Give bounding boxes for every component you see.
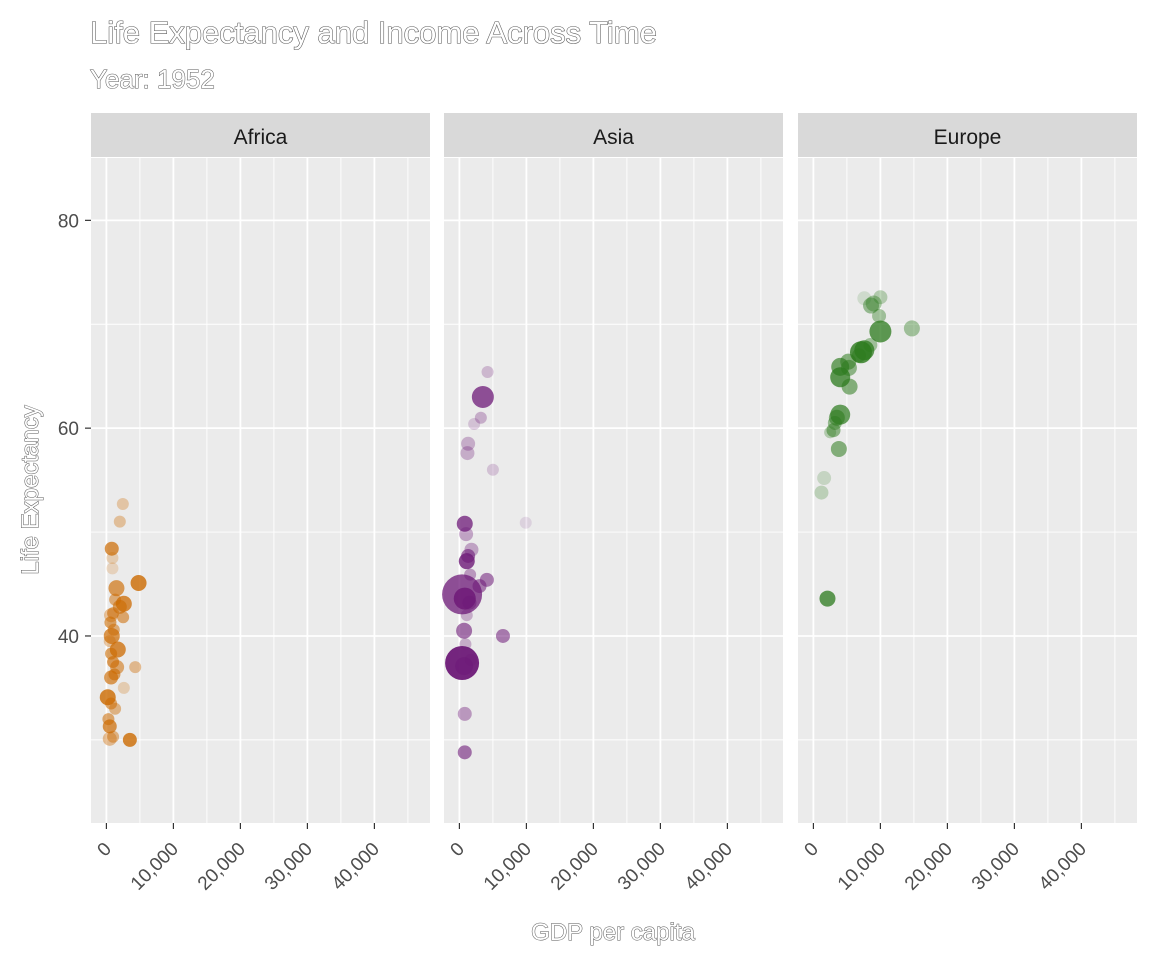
chart-title: Life Expectancy and Income Across Time bbox=[90, 15, 657, 50]
x-tick-label: 40,000 bbox=[1035, 839, 1091, 895]
x-tick-label: 0 bbox=[94, 839, 116, 861]
x-tick-label: 30,000 bbox=[261, 839, 317, 895]
data-point bbox=[106, 562, 119, 575]
data-point bbox=[456, 515, 473, 532]
facet-europe: Europe 0 10,000 20,000 30,000 40,000 bbox=[798, 113, 1137, 895]
x-tick-label: 20,000 bbox=[547, 839, 603, 895]
data-point bbox=[122, 732, 137, 747]
facet-strip-label: Europe bbox=[934, 126, 1002, 149]
facet-africa: Africa 0 10,000 20,000 30,000 40,000 bbox=[91, 113, 430, 895]
data-point bbox=[486, 463, 499, 476]
data-point bbox=[828, 409, 845, 426]
data-point bbox=[468, 418, 481, 430]
data-point bbox=[113, 515, 126, 528]
facet-strip bbox=[91, 113, 430, 157]
data-point bbox=[873, 290, 888, 305]
x-axis-title: GDP per capita bbox=[531, 919, 695, 946]
data-point bbox=[108, 580, 125, 597]
panel-background bbox=[444, 158, 783, 823]
data-point bbox=[462, 595, 477, 610]
facet-strip bbox=[444, 113, 783, 157]
data-point bbox=[129, 661, 142, 674]
data-point bbox=[109, 702, 122, 715]
data-point bbox=[117, 681, 130, 694]
x-tick-label: 0 bbox=[801, 839, 823, 861]
data-point bbox=[106, 552, 119, 565]
data-point bbox=[814, 485, 829, 500]
x-tick-label: 10,000 bbox=[480, 839, 536, 895]
data-point bbox=[105, 697, 118, 710]
data-point bbox=[869, 320, 892, 343]
data-point bbox=[903, 320, 920, 337]
data-point bbox=[457, 745, 472, 760]
data-point bbox=[481, 366, 494, 379]
x-tick-label: 40,000 bbox=[328, 839, 384, 895]
x-tick-label: 0 bbox=[447, 839, 469, 861]
data-point bbox=[116, 498, 129, 511]
data-point bbox=[458, 553, 475, 570]
data-point bbox=[519, 516, 532, 529]
data-point bbox=[457, 706, 472, 721]
data-point bbox=[130, 574, 147, 591]
data-point bbox=[456, 622, 473, 639]
y-axis-title: Life Expectancy bbox=[17, 405, 44, 574]
data-point bbox=[104, 670, 119, 685]
facet-strip-label: Africa bbox=[234, 126, 288, 149]
x-tick-label: 10,000 bbox=[834, 839, 890, 895]
x-tick-label: 10,000 bbox=[127, 839, 183, 895]
data-point bbox=[471, 385, 494, 408]
data-point bbox=[857, 291, 872, 306]
data-point bbox=[107, 730, 120, 743]
data-point bbox=[495, 628, 510, 643]
x-tick-label: 30,000 bbox=[968, 839, 1024, 895]
x-tick-label: 20,000 bbox=[194, 839, 250, 895]
data-point bbox=[817, 471, 832, 486]
data-point bbox=[102, 719, 117, 734]
data-point bbox=[104, 541, 119, 556]
chart-subtitle: Year: 1952 bbox=[90, 64, 215, 94]
data-point bbox=[826, 423, 841, 438]
data-point bbox=[819, 590, 836, 607]
data-point bbox=[459, 527, 474, 542]
data-point bbox=[841, 378, 858, 395]
facet-strip-label: Asia bbox=[593, 126, 634, 149]
data-point bbox=[102, 731, 117, 746]
y-tick-label: 40 bbox=[58, 627, 79, 648]
x-tick-label: 20,000 bbox=[901, 839, 957, 895]
x-tick-label: 30,000 bbox=[614, 839, 670, 895]
data-point bbox=[103, 627, 120, 644]
data-point bbox=[461, 436, 476, 451]
data-point bbox=[460, 446, 475, 461]
facet-strip bbox=[798, 113, 1137, 157]
data-point bbox=[865, 295, 882, 312]
x-tick-label: 40,000 bbox=[681, 839, 737, 895]
data-point bbox=[460, 609, 473, 622]
panel-background bbox=[798, 158, 1137, 823]
data-point bbox=[464, 653, 477, 666]
data-point bbox=[117, 611, 130, 624]
data-point bbox=[107, 607, 120, 620]
panel-background bbox=[91, 158, 430, 823]
y-tick-label: 80 bbox=[58, 211, 79, 232]
facet-asia: Asia 0 10,000 20,000 30,000 40,000 bbox=[442, 113, 783, 895]
data-point bbox=[830, 440, 847, 457]
data-point bbox=[474, 411, 487, 424]
data-point bbox=[872, 308, 887, 323]
data-point bbox=[863, 297, 880, 314]
data-point bbox=[455, 657, 474, 676]
data-point bbox=[824, 426, 837, 439]
y-tick-label: 60 bbox=[58, 419, 79, 440]
